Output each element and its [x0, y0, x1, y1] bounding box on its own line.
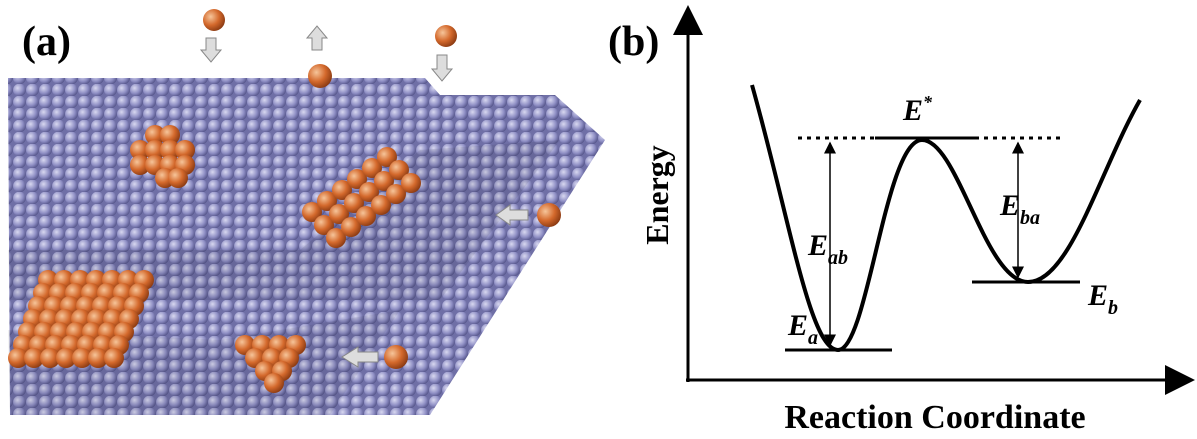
figure: (a) (b) Energy Reaction Coordinate E* Ea…	[0, 0, 1197, 439]
adatom	[264, 373, 284, 393]
adatom	[401, 173, 421, 193]
label-sup: *	[923, 92, 933, 112]
label-sub: ba	[1020, 207, 1040, 229]
x-axis-label: Reaction Coordinate	[784, 399, 1085, 436]
label-base: E	[999, 189, 1020, 222]
adatom	[308, 64, 332, 88]
page: (a) (b) Energy Reaction Coordinate E* Ea…	[0, 0, 1197, 439]
energy-curve	[752, 85, 1140, 350]
energy-label: Eb	[1087, 279, 1118, 319]
label-base: E	[787, 309, 808, 342]
adatom	[168, 168, 188, 188]
label-sub: a	[808, 327, 818, 349]
panel-b	[686, 8, 1192, 382]
label-base: E	[902, 94, 923, 127]
label-base: E	[807, 229, 828, 262]
label-base: E	[1087, 279, 1108, 312]
label-sub: ab	[828, 247, 848, 269]
panel-a: (a)	[8, 9, 605, 415]
panel-b-labels: (b) Energy Reaction Coordinate E* Eab Eb…	[608, 19, 1118, 436]
adatom	[203, 9, 225, 31]
adatom	[435, 25, 457, 47]
energy-label: Eab	[807, 229, 848, 269]
panel-label: (a)	[22, 19, 71, 65]
panel-label: (b)	[608, 19, 659, 65]
energy-label: E*	[902, 92, 933, 127]
adatom	[384, 345, 408, 369]
label-sub: b	[1108, 297, 1118, 319]
energy-label: Eba	[999, 189, 1040, 229]
adatom	[104, 348, 124, 368]
adatom	[537, 203, 561, 227]
y-axis-label: Energy	[639, 145, 675, 245]
